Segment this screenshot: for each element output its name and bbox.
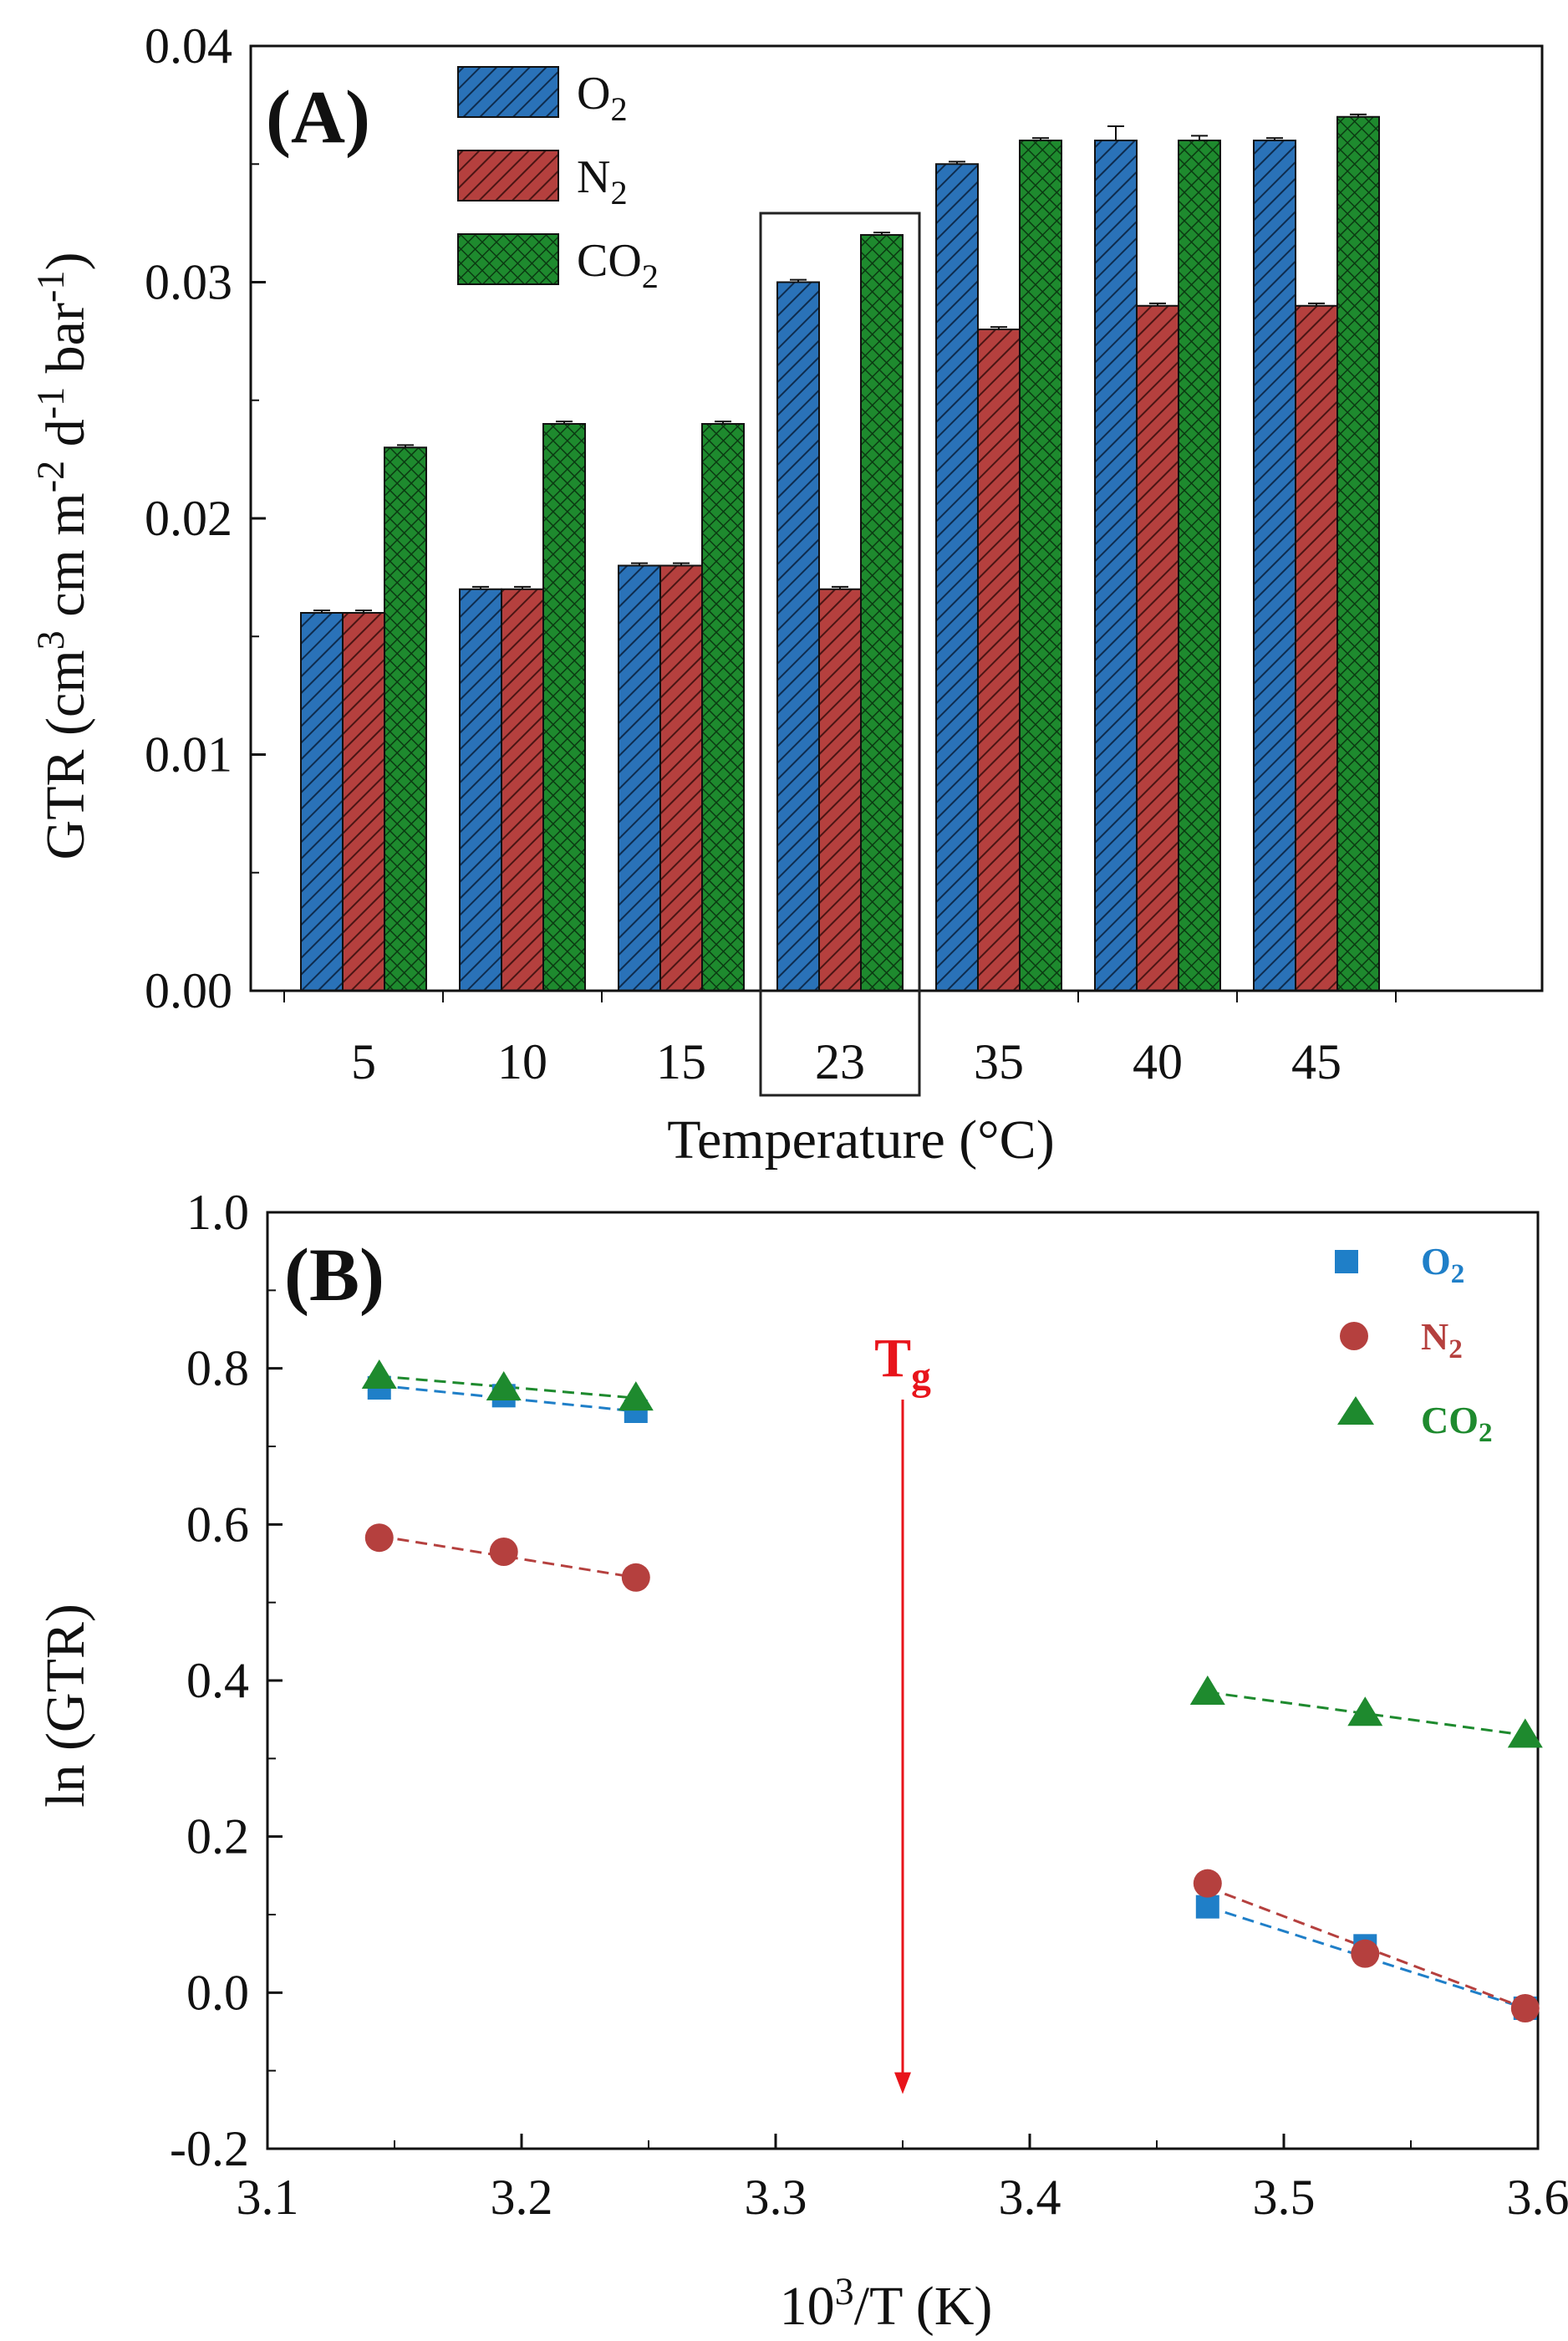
- panel-a-y-axis-title: GTR (cm3 cm m-2 d-1 bar-1): [29, 252, 96, 860]
- y-tick-label: 0.0: [186, 1965, 249, 2020]
- bar-o2-23: [776, 281, 820, 992]
- panel-b-x-tick-labels: 3.1 3.2 3.3 3.4 3.5 3.6: [237, 2170, 1568, 2225]
- tg-arrow-head: [894, 2072, 911, 2094]
- y-tick-label: 0.00: [145, 963, 232, 1018]
- x-tick-label: 3.4: [999, 2170, 1061, 2225]
- legend-marker-o2: [1335, 1250, 1358, 1273]
- panel-a-axes: [249, 44, 1544, 1002]
- legend-marker-n2: [1340, 1322, 1368, 1350]
- y-tick-label: -0.2: [170, 2121, 249, 2176]
- x-tick-label: 3.5: [1253, 2170, 1316, 2225]
- point-n2: [364, 1523, 394, 1553]
- bar-n2-10: [501, 588, 544, 992]
- x-tick-label-35: 35: [974, 1034, 1024, 1089]
- bar-co2-23: [860, 234, 904, 992]
- panel-a: 5 10 15 23 35 40 45 0.00 0.01 0.02 0.03 0.04 (A) T…: [29, 18, 1544, 1170]
- y-tick-label: 0.04: [145, 18, 232, 74]
- bar-o2-10: [459, 588, 502, 992]
- panel-b-axes: [266, 1211, 1540, 2150]
- x-tick-label: 3.6: [1507, 2170, 1568, 2225]
- bar-co2-35: [1019, 140, 1062, 992]
- panel-a-label: (A): [266, 76, 370, 159]
- point-n2: [489, 1538, 518, 1566]
- x-tick-label: 3.2: [491, 2170, 553, 2225]
- panel-b-points: [361, 1359, 1543, 2022]
- bar-o2-15: [618, 564, 661, 992]
- legend-label-co2: CO2: [577, 235, 659, 295]
- tg-annotation: Tg: [874, 1328, 931, 2094]
- bar-n2-15: [659, 564, 703, 992]
- tg-label: Tg: [874, 1328, 931, 1399]
- legend-swatch-n2: [457, 150, 559, 201]
- x-tick-label-15: 15: [656, 1034, 706, 1089]
- panel-a-x-axis-title: Temperature (°C): [667, 1109, 1054, 1170]
- x-tick-label-5: 5: [351, 1034, 376, 1089]
- y-tick-label: 0.2: [186, 1809, 249, 1864]
- bar-n2-5: [342, 612, 385, 992]
- legend-label-n2: N2: [577, 151, 628, 212]
- point-co2: [618, 1381, 654, 1411]
- bar-o2-35: [935, 163, 979, 992]
- x-tick-label-40: 40: [1133, 1034, 1183, 1089]
- bar-n2-35: [977, 329, 1021, 992]
- panel-a-bars: [300, 113, 1380, 992]
- panel-b: 3.1 3.2 3.3 3.4 3.5 3.6 -0.2 0.0 0.2 0.4 0.6 0.8 1.…: [35, 1185, 1568, 2337]
- y-tick-label: 0.01: [145, 727, 232, 783]
- panel-b-legend: O2 N2 CO2: [1335, 1240, 1493, 1448]
- y-tick-label: 0.03: [145, 255, 232, 310]
- panel-b-label: (B): [284, 1234, 384, 1317]
- bar-co2-45: [1336, 115, 1380, 992]
- bar-co2-10: [542, 423, 586, 992]
- x-tick-label: 3.1: [237, 2170, 299, 2225]
- point-n2: [1193, 1869, 1222, 1898]
- bar-n2-23: [818, 588, 862, 992]
- legend-swatch-co2: [457, 233, 559, 285]
- x-tick-label-23: 23: [815, 1034, 865, 1089]
- bar-n2-40: [1136, 304, 1179, 992]
- x-tick-label-45: 45: [1291, 1034, 1341, 1089]
- legend-label-b-n2: N2: [1421, 1315, 1463, 1364]
- point-n2: [1510, 1994, 1540, 2022]
- bar-co2-40: [1178, 140, 1221, 992]
- panel-b-y-axis-title: ln (GTR): [35, 1604, 96, 1808]
- panel-b-x-axis-title: 103/T (K): [780, 2270, 993, 2337]
- panel-a-x-tick-labels: 5 10 15 23 35 40 45: [351, 1034, 1341, 1089]
- bar-o2-40: [1094, 140, 1138, 992]
- bar-o2-5: [300, 612, 344, 992]
- point-co2: [486, 1371, 522, 1400]
- legend-label-o2: O2: [577, 68, 628, 128]
- bar-co2-5: [384, 446, 427, 992]
- bar-n2-45: [1295, 304, 1338, 992]
- legend-label-b-o2: O2: [1421, 1240, 1464, 1289]
- legend-swatch-o2: [457, 66, 559, 118]
- legend-label-b-co2: CO2: [1421, 1399, 1493, 1448]
- legend-marker-co2: [1337, 1396, 1374, 1425]
- panel-a-legend: O2 N2 CO2: [457, 66, 659, 295]
- x-tick-label: 3.3: [745, 2170, 807, 2225]
- point-n2: [621, 1563, 650, 1592]
- y-tick-label: 0.4: [186, 1653, 249, 1708]
- fit-line-co2: [1207, 1691, 1526, 1737]
- bar-o2-45: [1253, 140, 1296, 992]
- point-co2: [1347, 1696, 1383, 1726]
- y-tick-label: 1.0: [186, 1185, 249, 1240]
- y-tick-label: 0.8: [186, 1341, 249, 1396]
- x-tick-label-10: 10: [497, 1034, 547, 1089]
- point-o2: [1195, 1895, 1219, 1919]
- point-co2: [1507, 1718, 1543, 1748]
- panel-a-highlight-box: [759, 212, 921, 1097]
- panel-b-fit-lines: [379, 1375, 1526, 2010]
- panel-a-y-tick-labels: 0.00 0.01 0.02 0.03 0.04: [145, 18, 232, 1018]
- y-tick-label: 0.6: [186, 1497, 249, 1552]
- point-n2: [1351, 1939, 1380, 1968]
- bar-co2-15: [701, 423, 745, 992]
- point-co2: [1189, 1675, 1225, 1705]
- point-co2: [361, 1359, 397, 1389]
- panel-b-y-tick-labels: -0.2 0.0 0.2 0.4 0.6 0.8 1.0: [170, 1185, 249, 2176]
- y-tick-label: 0.02: [145, 491, 232, 546]
